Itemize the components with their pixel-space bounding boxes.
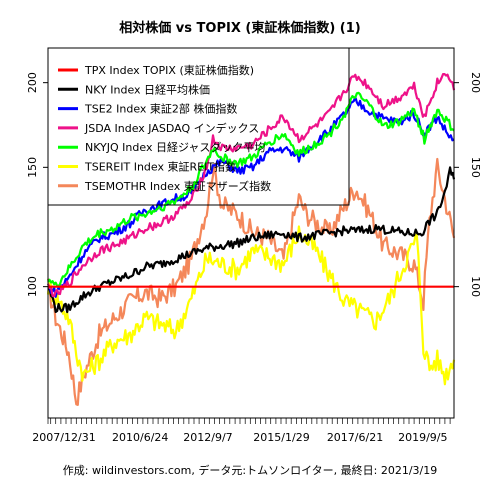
series-line-tsereit [46,225,456,386]
chart-caption: 作成: wildinvestors.com, データ元:トムソンロイター, 最終… [63,463,437,477]
plot-frame [47,47,455,419]
legend-label: NKYJQ Index 日経ジャスダック平均 [85,140,265,154]
y-tick-label-left: 100 [26,276,39,297]
y-tick-label-right: 100 [469,276,480,297]
legend-label: JSDA Index JASDAQ インデックス [84,121,259,135]
series-layer [46,72,456,406]
x-minor-ticks [47,418,451,424]
legend: TPX Index TOPIX (東証株価指数) NKY Index 日経平均株価… [47,47,350,206]
y-tick-label-left: 150 [26,157,39,178]
y-tick-label-right: 150 [469,157,480,178]
y-tick-label-left: 200 [26,72,39,93]
x-tick-label: 2017/6/21 [327,431,383,444]
legend-label: TPX Index TOPIX (東証株価指数) [84,63,254,77]
series-line-tse2 [47,95,455,298]
x-tick-label: 2019/9/5 [398,431,447,444]
x-tick-label: 2010/6/24 [112,431,168,444]
legend-label: NKY Index 日経平均株価 [85,82,210,96]
series-line-jsda [46,72,456,298]
y-tick-label-right: 200 [469,72,480,93]
legend-label: TSEMOTHR Index 東証マザーズ指数 [84,179,271,193]
series-line-tsemothr [46,157,456,406]
x-tick-label: 2015/1/29 [253,431,309,444]
axes: 100 100 150 150 200 200 2007/12/31 2010/6/24 201… [26,72,480,444]
x-tick-label: 2007/12/31 [32,431,95,444]
legend-label: TSEREIT Index 東証REIT指数 [84,160,236,174]
x-tick-label: 2012/9/7 [183,431,232,444]
series-line-nkyjq [47,91,455,288]
legend-label: TSE2 Index 東証2部 株価指数 [84,102,237,116]
series-line-nky [47,166,456,314]
chart-title: 相対株価 vs TOPIX (東証株価指数) (1) [119,20,360,36]
